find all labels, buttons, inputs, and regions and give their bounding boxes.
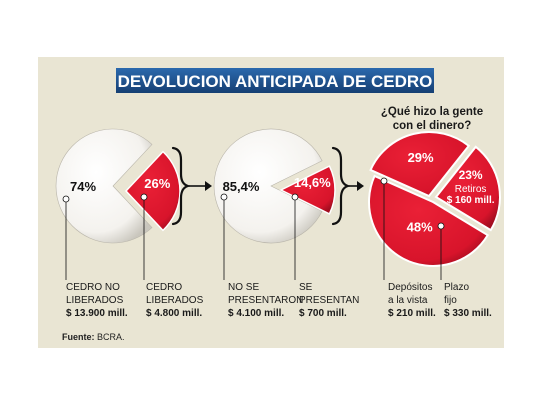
label-se-presentan: SE PRESENTAN $ 700 mill. <box>299 281 359 320</box>
label-text-line: CEDRO NO <box>66 282 120 293</box>
pie-slice-name-label: Retiros <box>455 184 487 195</box>
label-amount: $ 13.900 mill. <box>66 308 128 319</box>
arrow-2 <box>349 181 364 191</box>
label-cedro-liberados: CEDRO LIBERADOS $ 4.800 mill. <box>146 281 203 320</box>
label-amount: $ 700 mill. <box>299 308 347 319</box>
leader-marker <box>62 195 70 203</box>
label-depositos-vista: Depósitos a la vista $ 210 mill. <box>388 281 436 320</box>
source-note: Fuente: BCRA. <box>62 332 125 342</box>
leader-marker <box>437 222 445 230</box>
label-amount: $ 4.100 mill. <box>228 308 285 319</box>
pie-value-label: 29% <box>408 150 434 165</box>
pie-slice-liberados <box>124 150 181 232</box>
question-line-1: ¿Qué hizo la gente <box>381 106 483 118</box>
pie-value-label: 48% <box>407 220 433 235</box>
brace-2 <box>331 146 352 226</box>
pie-charts: 74% 26% 85,4% 14,6% 29% 23% Retiros$ 160 mill.… <box>55 128 501 267</box>
pie-slice-depositos <box>369 131 471 198</box>
pie-slice-plazo-fijo <box>368 174 490 267</box>
pie-slice-retiros <box>434 145 501 232</box>
leader-marker <box>220 193 228 201</box>
leader-marker <box>140 193 148 201</box>
label-text-line: Depósitos <box>388 282 433 293</box>
source-text: BCRA. <box>97 332 125 342</box>
pie-amount-label: $ 160 mill. <box>447 195 495 206</box>
pie-value-label: 85,4% <box>223 179 260 194</box>
label-no-se-presentaron: NO SE PRESENTARON $ 4.100 mill. <box>228 281 303 320</box>
label-text-line: PRESENTAN <box>299 295 360 306</box>
label-text-line: fijo <box>444 295 457 306</box>
label-text-line: PRESENTARON <box>228 295 304 306</box>
label-amount: $ 330 mill. <box>444 308 492 319</box>
label-text-line: a la vista <box>388 295 428 306</box>
brace-1 <box>171 146 192 226</box>
label-text-line: CEDRO <box>146 282 183 293</box>
source-prefix: Fuente: <box>62 332 95 342</box>
label-text-line: LIBERADOS <box>66 295 124 306</box>
label-plazo-fijo: Plazo fijo $ 330 mill. <box>444 281 492 320</box>
label-text-line: LIBERADOS <box>146 295 204 306</box>
label-amount: $ 4.800 mill. <box>146 308 203 319</box>
question-line-2: con el dinero? <box>393 120 472 132</box>
label-leader-lines <box>62 177 445 280</box>
pie-value-label: 74% <box>70 179 96 194</box>
pie-slice-no-liberados <box>55 128 153 244</box>
pie-value-label: 23% <box>459 168 483 182</box>
label-text-line: NO SE <box>228 282 260 293</box>
pie-value-label: 14,6% <box>294 175 331 190</box>
label-amount: $ 210 mill. <box>388 308 436 319</box>
label-text-line: SE <box>299 282 313 293</box>
leader-marker <box>380 177 388 185</box>
chart-title: DEVOLUCION ANTICIPADA DE CEDRO <box>118 72 433 91</box>
label-text-line: Plazo <box>444 282 470 293</box>
leader-marker <box>291 193 299 201</box>
pie-slice-se-presentan <box>279 165 336 215</box>
title-band <box>116 68 434 93</box>
arrow-1 <box>189 181 212 191</box>
label-cedro-no-liberados: CEDRO NO LIBERADOS $ 13.900 mill. <box>66 281 128 320</box>
pie-value-label: 26% <box>144 176 170 191</box>
